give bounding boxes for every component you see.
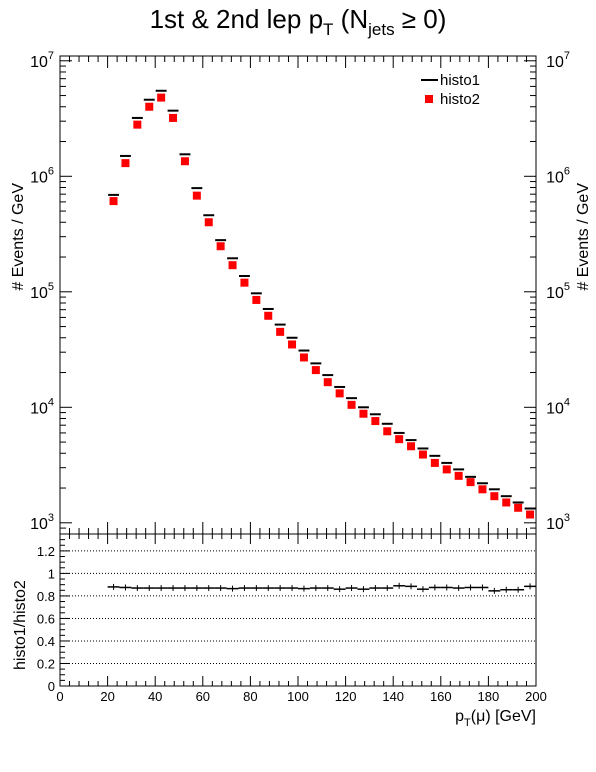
- histo2-point: [180, 157, 189, 166]
- histo2-point: [169, 113, 178, 122]
- histo2-point: [145, 102, 154, 111]
- main-y-axis-label-right: # Events / GeV: [575, 183, 592, 291]
- legend-histo2-marker: [425, 95, 433, 103]
- main-y-tick-label-right: 106: [546, 165, 570, 186]
- histo2-point: [121, 159, 130, 168]
- histo2-point: [264, 311, 273, 320]
- histo2-point: [514, 503, 523, 512]
- histo2-point: [490, 492, 499, 501]
- histo2-point: [359, 409, 368, 418]
- histo2-point: [240, 278, 249, 287]
- histo2-point: [502, 498, 511, 507]
- ratio-y-tick-label: 1.2: [37, 544, 55, 559]
- ratio-y-tick-label: 0.8: [37, 589, 55, 604]
- histo2-point: [371, 417, 380, 426]
- x-tick-label: 180: [478, 689, 500, 704]
- x-tick-label: 100: [287, 689, 309, 704]
- main-y-tick-label: 103: [30, 512, 54, 533]
- histo2-point: [526, 510, 535, 519]
- x-tick-label: 40: [148, 689, 162, 704]
- main-marks: [108, 89, 536, 519]
- ratio-y-tick-label: 0.6: [37, 611, 55, 626]
- ratio-y-tick-label: 0: [48, 679, 55, 694]
- main-y-tick-label-right: 105: [546, 281, 570, 302]
- histo2-point: [216, 242, 225, 251]
- histo2-point: [299, 353, 308, 362]
- x-tick-label: 80: [243, 689, 257, 704]
- main-y-tick-label-right: 103: [546, 512, 570, 533]
- histo2-point: [383, 427, 392, 436]
- legend-histo1-label: histo1: [440, 72, 480, 89]
- histo2-point: [192, 191, 201, 200]
- main-y-tick-label: 107: [30, 50, 54, 71]
- histo2-point: [442, 465, 451, 474]
- histo2-point: [407, 442, 416, 451]
- histo2-point: [276, 327, 285, 336]
- x-tick-label: 0: [56, 689, 63, 704]
- histo2-point: [418, 450, 427, 459]
- histo2-point: [133, 120, 142, 129]
- histo2-point: [288, 340, 297, 349]
- x-tick-label: 160: [430, 689, 452, 704]
- histo2-point: [109, 197, 118, 206]
- x-axis-label: pT(μ) [GeV]: [455, 708, 536, 729]
- histo2-point: [347, 400, 356, 409]
- histo2-point: [252, 295, 261, 304]
- histo2-point: [454, 471, 463, 480]
- ratio-y-tick-label: 1: [48, 566, 55, 581]
- ratio-marks: [107, 582, 536, 594]
- legend: histo1 histo2: [421, 72, 480, 108]
- ratio-y-axis-label: histo1/histo2: [12, 580, 29, 670]
- histo2-point: [228, 261, 237, 270]
- histo2-point: [323, 378, 332, 387]
- main-axes: 103 103 104 104 105 105 106 106 107 107: [30, 50, 570, 535]
- ratio-y-tick-label: 0.2: [37, 656, 55, 671]
- histo2-point: [478, 485, 487, 494]
- histo2-point: [204, 218, 213, 227]
- x-tick-label: 200: [525, 689, 547, 704]
- histo2-point: [466, 478, 475, 487]
- x-tick-label: 20: [100, 689, 114, 704]
- histo2-point: [335, 389, 344, 398]
- histo2-point: [311, 366, 320, 375]
- histo2-point: [395, 435, 404, 444]
- main-y-tick-label-right: 104: [546, 396, 570, 417]
- histo2-point: [157, 93, 166, 102]
- ratio-y-tick-label: 0.4: [37, 634, 55, 649]
- main-y-axis-label: # Events / GeV: [10, 183, 27, 291]
- x-tick-label: 140: [382, 689, 404, 704]
- x-tick-label: 60: [196, 689, 210, 704]
- main-y-tick-label-right: 107: [546, 50, 570, 71]
- main-y-tick-label: 105: [30, 281, 54, 302]
- ratio-axes: 0 0.2 0.4 0.6 0.8 1 1.2 0 20 40 60 80 100 120 140 160 18…: [37, 534, 547, 704]
- main-y-tick-label: 106: [30, 165, 54, 186]
- x-tick-label: 120: [335, 689, 357, 704]
- main-plot-frame: [59, 55, 537, 535]
- chart-title: 1st & 2nd lep pT (Njets ≥ 0): [150, 4, 447, 39]
- main-y-tick-label: 104: [30, 396, 54, 417]
- histo2-point: [430, 458, 439, 467]
- legend-histo2-label: histo2: [440, 91, 480, 108]
